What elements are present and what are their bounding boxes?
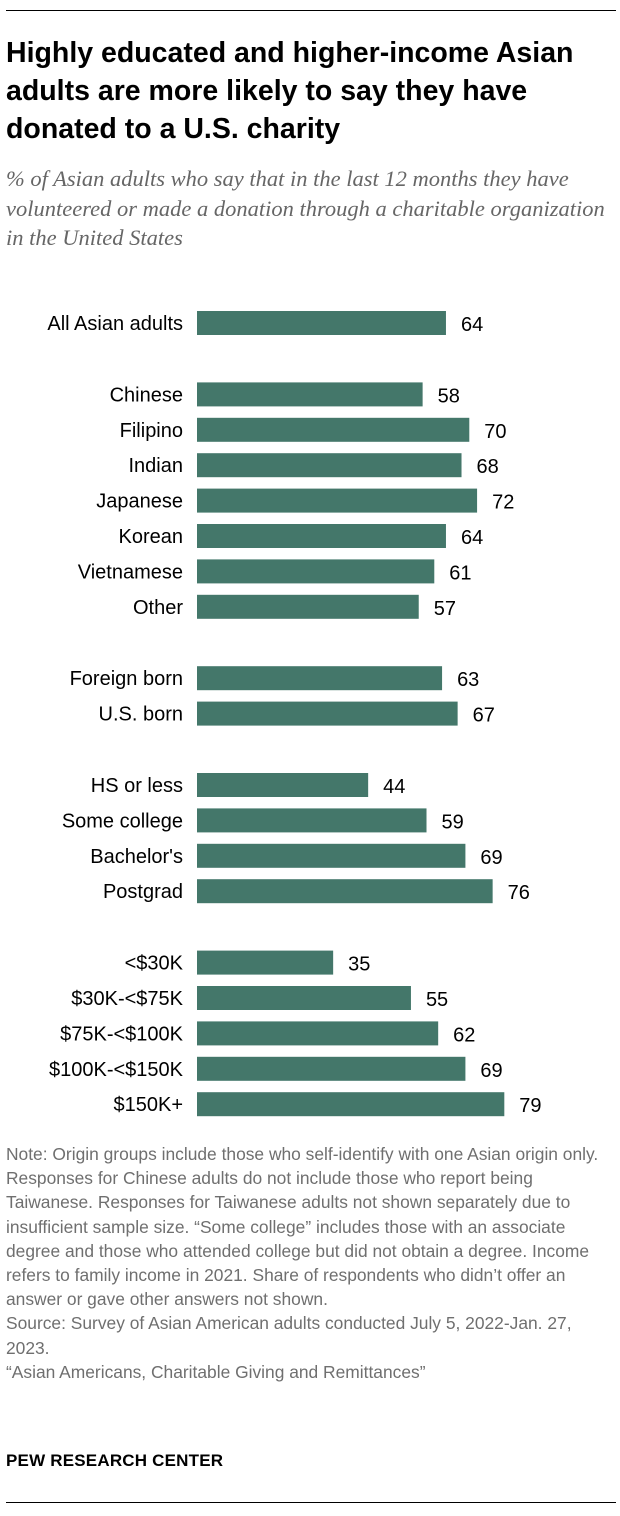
category-label-vietnamese: Vietnamese — [78, 561, 183, 583]
bar-other — [197, 594, 419, 619]
category-label-indian: Indian — [129, 455, 184, 477]
value-label-indian: 68 — [477, 456, 499, 478]
category-label-100k-150k: $100K-<$150K — [49, 1059, 184, 1081]
category-label-korean: Korean — [119, 526, 184, 548]
report-title: “Asian Americans, Charitable Giving and … — [6, 1361, 426, 1382]
note-text: Note: Origin groups include those who se… — [6, 1144, 599, 1310]
bar-100k-150k — [197, 1056, 466, 1081]
top-rule — [6, 10, 616, 11]
category-label-foreign-born: Foreign born — [70, 668, 183, 690]
category-label-japanese: Japanese — [96, 491, 183, 513]
value-label-30k-75k: 55 — [426, 989, 448, 1011]
bar-some-college — [197, 808, 427, 833]
chart-notes: Note: Origin groups include those who se… — [6, 1142, 614, 1384]
category-label-postgrad: Postgrad — [103, 881, 183, 903]
bar-korean — [197, 524, 446, 548]
category-label-all-asian-adults: All Asian adults — [47, 313, 183, 335]
bar-vietnamese — [197, 559, 435, 584]
bar-indian — [197, 453, 462, 478]
category-label-other: Other — [133, 597, 183, 619]
value-label-all-asian-adults: 64 — [461, 314, 483, 336]
category-label-150k: $150K+ — [113, 1094, 183, 1116]
bar-postgrad — [197, 879, 493, 904]
category-label-30k: <$30K — [125, 953, 184, 975]
bar-chart: All Asian adults 64 Chinese 58 Filipino 70 Ind… — [47, 311, 542, 1117]
value-label-150k: 79 — [519, 1095, 541, 1117]
value-label-100k-150k: 69 — [480, 1060, 502, 1082]
value-label-foreign-born: 63 — [457, 669, 479, 691]
bar-japanese — [197, 488, 478, 513]
category-label-chinese: Chinese — [110, 384, 183, 406]
value-label-u-s-born: 67 — [473, 705, 495, 727]
bar-30k — [197, 950, 334, 975]
source-text: Source: Survey of Asian American adults … — [6, 1313, 572, 1358]
bar-filipino — [197, 417, 470, 442]
bar-bachelor-s — [197, 843, 466, 868]
value-label-vietnamese: 61 — [449, 562, 471, 584]
bar-u-s-born — [197, 701, 458, 726]
value-label-bachelor-s: 69 — [480, 847, 502, 869]
bar-all-asian-adults — [197, 311, 446, 335]
category-label-filipino: Filipino — [120, 420, 183, 442]
bottom-rule — [6, 1502, 616, 1503]
bar-30k-75k — [197, 986, 411, 1010]
category-label-hs-or-less: HS or less — [91, 775, 183, 797]
value-label-other: 57 — [434, 598, 456, 620]
value-label-some-college: 59 — [442, 811, 464, 833]
chart-title: Highly educated and higher-income Asian … — [6, 37, 574, 145]
bar-75k-100k — [197, 1021, 439, 1046]
category-label-bachelor-s: Bachelor's — [90, 846, 183, 868]
bar-foreign-born — [197, 666, 443, 691]
value-label-75k-100k: 62 — [453, 1024, 475, 1046]
value-label-filipino: 70 — [484, 421, 506, 443]
brand-logo-text: PEW RESEARCH CENTER — [6, 1451, 224, 1470]
value-label-korean: 64 — [461, 527, 483, 549]
bar-150k — [197, 1092, 505, 1117]
category-label-u-s-born: U.S. born — [99, 704, 183, 726]
value-label-hs-or-less: 44 — [383, 776, 405, 798]
value-label-chinese: 58 — [438, 385, 460, 407]
value-label-postgrad: 76 — [508, 882, 530, 904]
category-label-75k-100k: $75K-<$100K — [60, 1023, 184, 1045]
bar-hs-or-less — [197, 773, 369, 797]
category-label-some-college: Some college — [62, 810, 183, 832]
bar-chinese — [197, 382, 423, 407]
category-label-30k-75k: $30K-<$75K — [71, 988, 183, 1010]
chart-subtitle: % of Asian adults who say that in the la… — [6, 166, 605, 250]
value-label-30k: 35 — [348, 954, 370, 976]
value-label-japanese: 72 — [492, 492, 514, 514]
